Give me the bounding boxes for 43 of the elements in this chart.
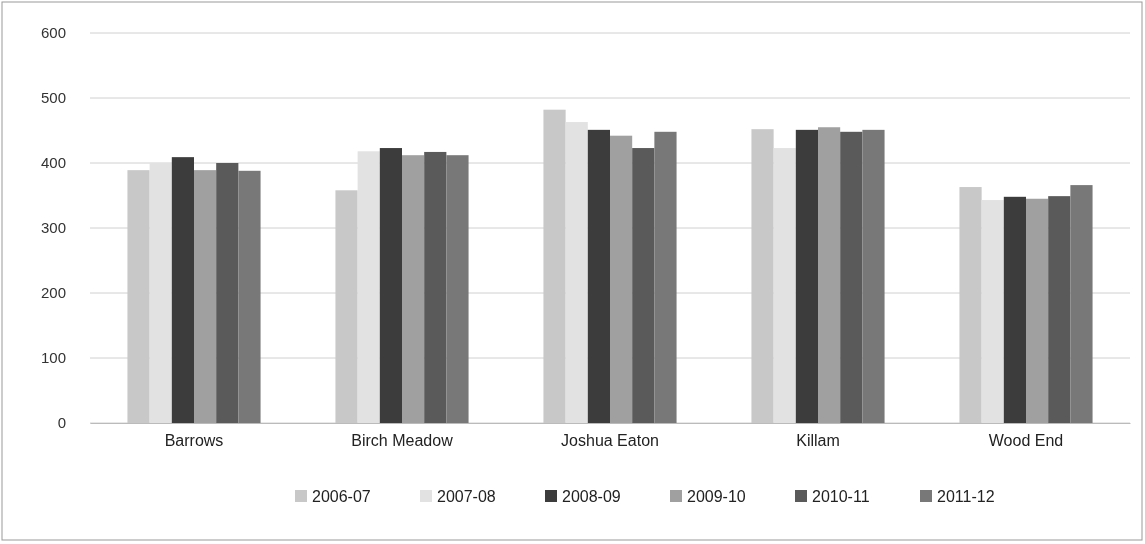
bar (149, 163, 172, 423)
bar (1003, 196, 1026, 423)
x-tick-label: Killam (796, 432, 840, 450)
y-tick-label: 600 (40, 24, 66, 42)
bar (424, 151, 447, 423)
bar (565, 122, 588, 423)
bar (840, 131, 863, 423)
y-tick-label: 200 (40, 284, 66, 302)
bar (238, 170, 261, 423)
x-tick-label: Birch Meadow (351, 432, 454, 450)
y-tick-label: 100 (40, 349, 66, 367)
y-tick-label: 500 (40, 89, 66, 107)
legend-label: 2006-07 (312, 487, 371, 505)
bar (981, 200, 1004, 423)
bar (587, 129, 610, 423)
bar (862, 129, 885, 423)
bar (654, 131, 677, 423)
x-tick-label: Barrows (164, 432, 224, 450)
bar (632, 148, 655, 423)
bar (379, 148, 402, 423)
bar (1048, 196, 1071, 423)
legend-label: 2010-11 (812, 487, 870, 505)
bar (402, 155, 425, 423)
x-tick-label: Wood End (988, 432, 1064, 450)
legend-label: 2007-08 (437, 487, 496, 505)
bar (773, 148, 796, 423)
bar (795, 129, 818, 423)
bar (194, 170, 217, 423)
bar (216, 163, 239, 423)
legend-label: 2009-10 (687, 487, 746, 505)
bar (446, 155, 469, 423)
bar (1026, 198, 1049, 423)
x-tick-label: Joshua Eaton (561, 432, 659, 450)
y-tick-label: 0 (57, 414, 66, 432)
y-tick-label: 300 (40, 219, 66, 237)
legend-label: 2011-12 (937, 487, 995, 505)
bar (1070, 185, 1093, 423)
bar (171, 157, 194, 423)
bar (818, 127, 841, 423)
y-tick-label: 400 (40, 154, 66, 172)
legend-label: 2008-09 (562, 487, 621, 505)
bar (357, 151, 380, 423)
bar (610, 135, 633, 423)
